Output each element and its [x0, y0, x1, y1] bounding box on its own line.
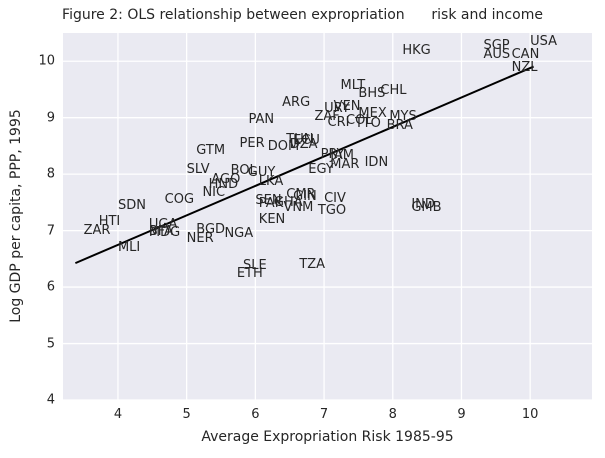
data-point-label: SDN	[117, 198, 146, 214]
data-point-label: VNM	[283, 199, 314, 215]
data-point-label: HKG	[402, 43, 431, 59]
data-point-label: DZA	[289, 137, 318, 153]
data-point-label: MLT	[340, 78, 366, 94]
data-point-label: NGA	[224, 226, 254, 242]
x-tick-label: 5	[182, 407, 191, 422]
data-point-label: COL	[346, 113, 373, 129]
data-point-label: JAM	[330, 148, 354, 164]
x-tick-label: 10	[521, 407, 539, 422]
data-point-label: MDG	[148, 224, 181, 240]
data-point-label: LKA	[258, 174, 284, 190]
data-point-label: ZAR	[83, 222, 111, 238]
data-point-label: COG	[164, 191, 195, 207]
data-point-label: MLI	[117, 239, 141, 255]
data-point-label: ARG	[282, 95, 311, 111]
data-point-label: NZL	[511, 59, 538, 75]
data-point-label: GIN	[293, 188, 317, 204]
chart-title: Figure 2: OLS relationship between expro…	[62, 7, 543, 23]
x-tick-label: 9	[457, 407, 466, 422]
data-point-label: KEN	[258, 212, 286, 228]
data-point-label: USA	[530, 33, 558, 49]
data-point-label: VEN	[333, 98, 361, 114]
data-point-label: CAN	[511, 46, 540, 62]
data-point-label: BRA	[386, 117, 413, 133]
data-point-label: MYS	[389, 108, 417, 124]
data-point-label: GUY	[247, 164, 276, 180]
data-point-label: AUS	[483, 47, 511, 63]
y-tick-label: 5	[46, 336, 55, 352]
data-point-label: GMB	[411, 200, 442, 216]
data-point-label: HND	[208, 176, 239, 192]
y-tick-label: 6	[46, 279, 55, 295]
data-point-label: TZA	[299, 257, 326, 273]
data-point-label: DOM	[267, 138, 300, 154]
x-axis-label: Average Expropriation Risk 1985-95	[201, 429, 454, 445]
x-tick-label: 4	[113, 407, 123, 422]
data-point-label: ETH	[236, 265, 263, 281]
data-point-label: URY	[324, 100, 350, 116]
y-tick-label: 10	[38, 53, 55, 69]
data-point-label: NIC	[202, 185, 226, 201]
data-point-label: IND	[411, 196, 435, 212]
data-point-label: PER	[239, 136, 265, 151]
data-point-label: BHS	[358, 86, 386, 102]
data-point-label: TGO	[317, 203, 347, 219]
regression-line	[74, 65, 534, 265]
y-tick-label: 4	[46, 392, 55, 408]
data-point-label: TTO	[354, 115, 381, 131]
x-tick-label: 7	[319, 407, 329, 422]
y-axis-label: Log GDP per capita, PPP, 1995	[8, 109, 24, 323]
plot-area: USA SGP CAN AUS NZL HKG MLT BHS CHL ARG VEN URY MEX Z…	[63, 33, 592, 400]
data-point-label: MEX	[358, 106, 387, 122]
data-point-label: CHL	[380, 83, 407, 99]
data-point-label: UGA	[148, 217, 178, 233]
data-point-label: SLV	[186, 161, 210, 177]
data-point-label: SLE	[242, 257, 267, 273]
data-point-label: CRI	[327, 114, 350, 130]
data-point-label: CMR	[286, 187, 316, 203]
data-point-label: ECU	[293, 132, 320, 148]
data-point-label: SGP	[483, 37, 510, 53]
data-point-label: GHA	[273, 194, 303, 210]
y-tick-label: 8	[46, 166, 55, 182]
data-point-label: GTM	[196, 142, 226, 158]
data-point-label: PAK	[258, 195, 284, 211]
y-tick-label: 7	[46, 223, 55, 239]
data-point-label: CIV	[324, 190, 346, 206]
data-point-label: PRY	[320, 147, 345, 163]
data-point-label: TUN	[286, 132, 314, 148]
y-tick-label: 9	[46, 110, 55, 126]
x-tick-label: 6	[251, 407, 260, 422]
data-point-label: SEN	[255, 193, 282, 209]
data-point-label: IDN	[364, 155, 389, 171]
data-point-label: MAR	[330, 156, 360, 172]
data-point-label: EGY	[308, 161, 334, 177]
data-point-label: HTI	[98, 213, 121, 229]
data-point-label: PAN	[248, 111, 275, 127]
data-point-label: NER	[186, 230, 214, 246]
data-point-label: BGD	[196, 222, 226, 238]
data-point-label: BOL	[230, 163, 257, 179]
data-point-label: ZAF	[314, 108, 340, 124]
data-point-label: AGO	[211, 172, 241, 188]
x-tick-label: 8	[388, 407, 397, 422]
data-point-label: BFA	[148, 224, 173, 240]
gridlines-and-regression-line	[63, 33, 592, 400]
